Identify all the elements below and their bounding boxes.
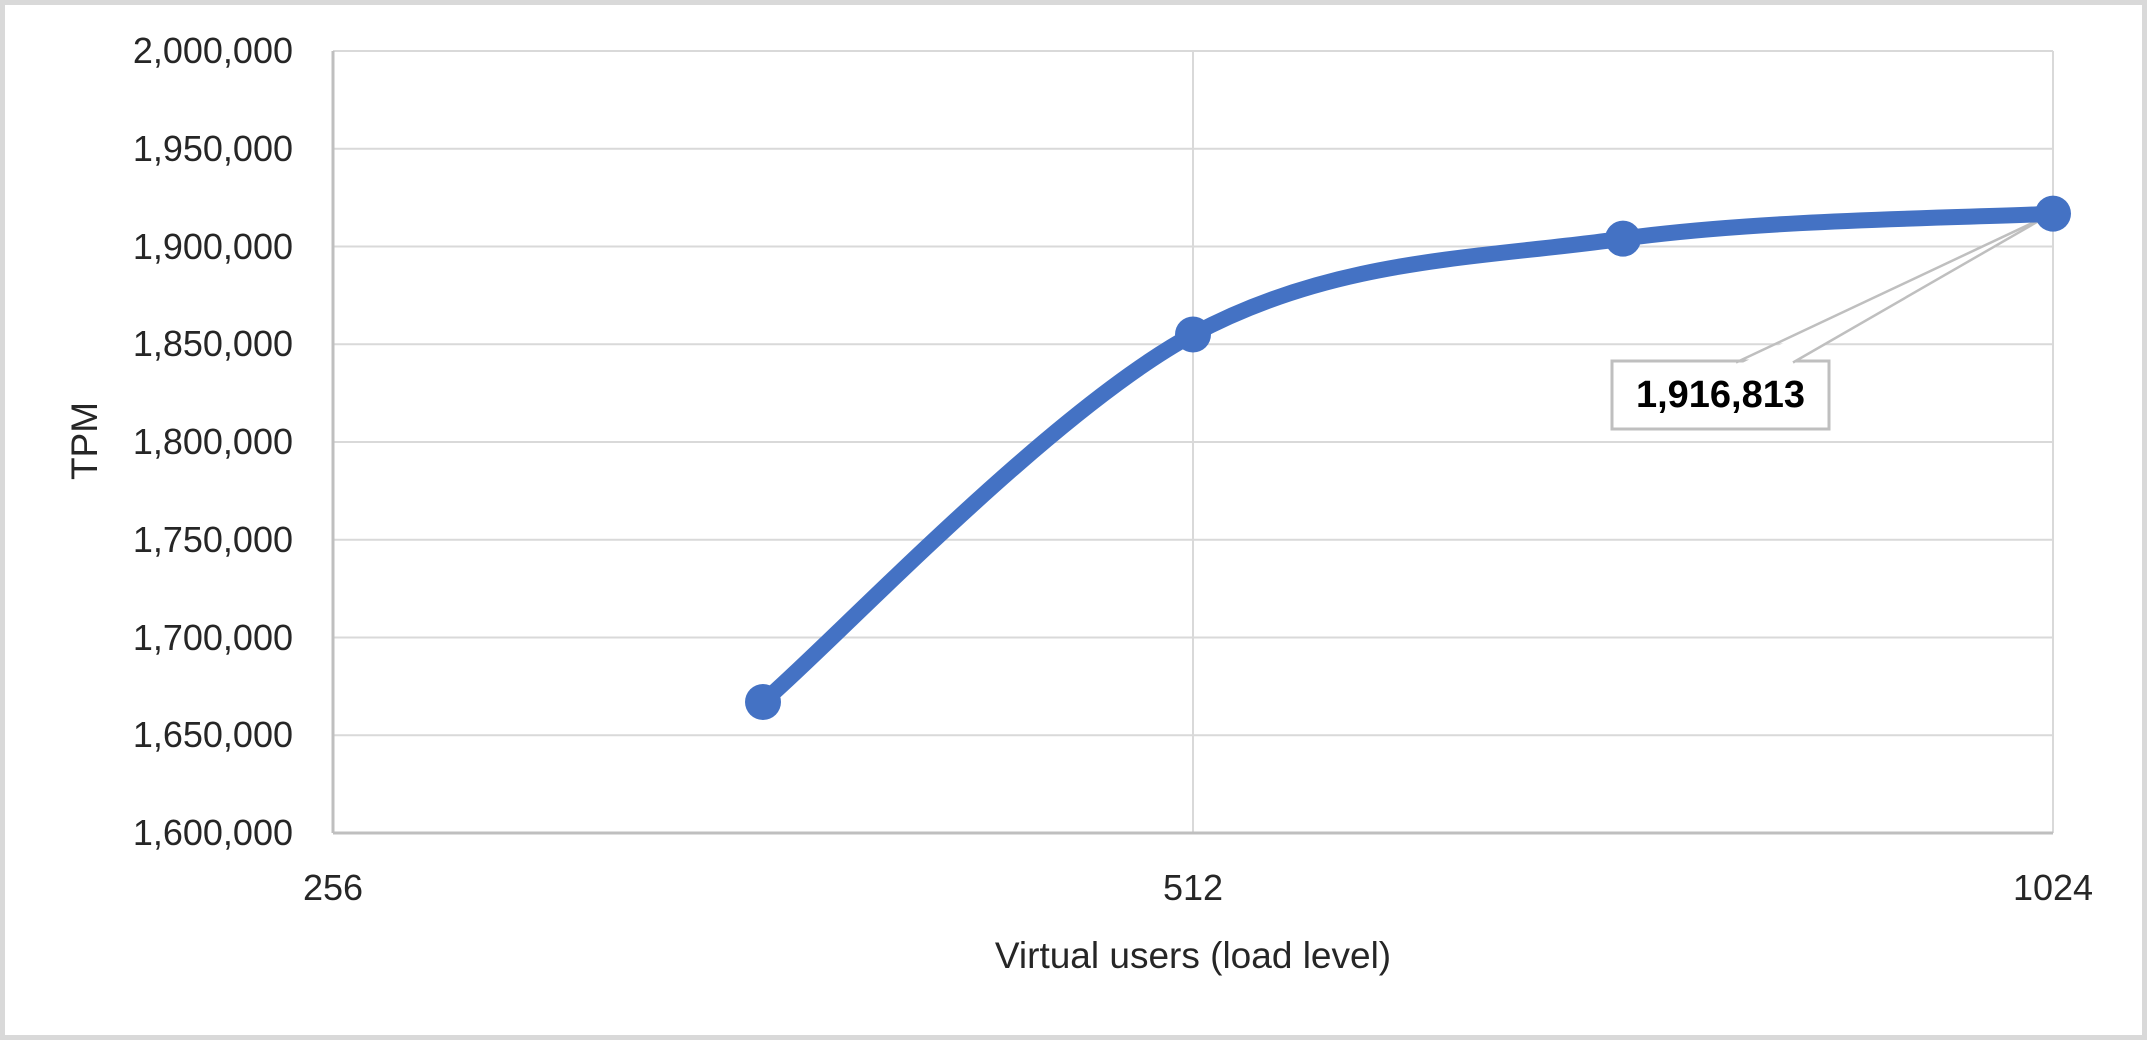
x-axis-tick-label: 512 <box>1162 867 1224 908</box>
y-axis-tick-label: 1,850,000 <box>132 323 293 365</box>
data-point-marker <box>1175 316 1211 353</box>
y-axis-title: TPM <box>64 401 105 481</box>
y-axis-tick-label: 1,600,000 <box>132 812 293 853</box>
x-axis-tick-label: 256 <box>302 867 364 908</box>
x-axis-title: Virtual users (load level) <box>994 935 1392 976</box>
y-axis-tick-label: 1,900,000 <box>132 225 293 267</box>
y-axis-tick-label: 1,800,000 <box>132 421 293 462</box>
callout-leader-line <box>1792 214 2049 364</box>
x-axis-tick-label: 1024 <box>2012 867 2094 908</box>
y-axis-tick-label: 2,000,000 <box>132 30 293 71</box>
y-axis-tick-label: 1,950,000 <box>132 127 293 169</box>
callout-leader-line <box>1735 214 2049 364</box>
series-line <box>755 205 2061 711</box>
data-label-callout: 1,916,813 <box>1635 373 1806 416</box>
data-point-marker <box>1605 220 1641 257</box>
y-axis-tick-label: 1,700,000 <box>132 616 293 658</box>
data-point-marker <box>745 684 781 721</box>
callout-box <box>1610 359 1831 431</box>
y-axis-tick-label: 1,650,000 <box>132 714 293 756</box>
callout-wedge <box>1738 215 2048 365</box>
data-point-marker <box>2035 195 2071 232</box>
y-axis-tick-label: 1,750,000 <box>132 518 293 560</box>
